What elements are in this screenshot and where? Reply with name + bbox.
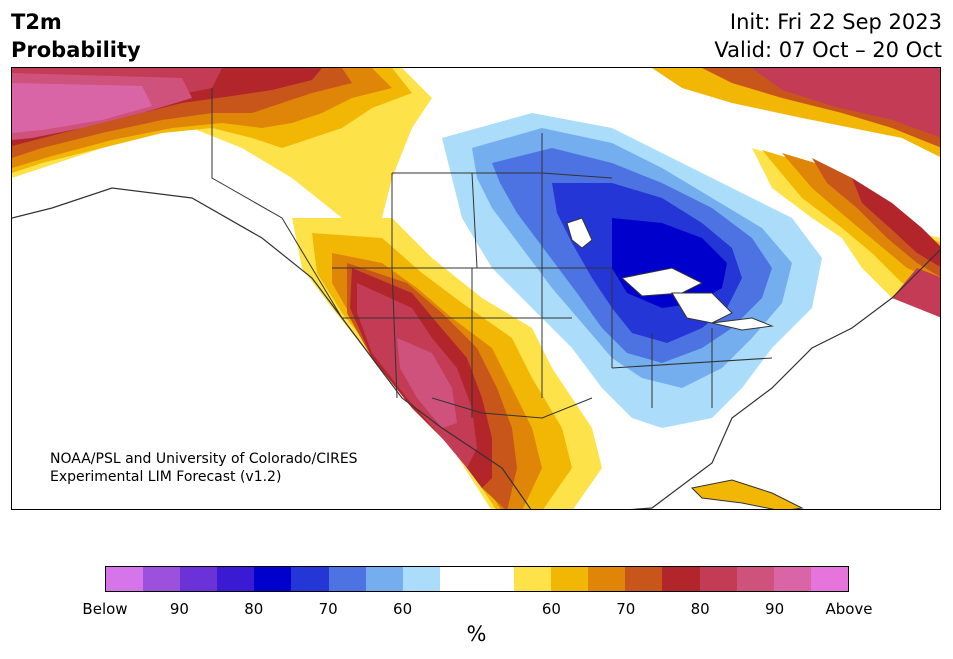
colorbar-tick-label: 80 xyxy=(690,600,710,618)
colorbar-segment xyxy=(476,567,515,591)
colorbar-segment xyxy=(810,567,848,591)
colorbar-tick-label: 90 xyxy=(765,600,785,618)
colorbar-tick-label: Below xyxy=(82,600,128,618)
credit-line-org: NOAA/PSL and University of Colorado/CIRE… xyxy=(50,451,358,467)
colorbar-segment xyxy=(143,567,181,591)
title-line-variable: T2m xyxy=(11,10,62,34)
forecast-map: NOAA/PSL and University of Colorado/CIRE… xyxy=(11,67,941,510)
colorbar-segment xyxy=(736,567,774,591)
map-canvas: NOAA/PSL and University of Colorado/CIRE… xyxy=(12,68,940,509)
above-normal-west xyxy=(292,218,602,509)
valid-range: Valid: 07 Oct – 20 Oct xyxy=(714,38,942,62)
great-lakes xyxy=(566,217,774,331)
forecast-dates: Init: Fri 22 Sep 2023 Valid: 07 Oct – 20… xyxy=(714,8,942,64)
colorbar-unit: % xyxy=(466,622,487,646)
colorbar-segment xyxy=(254,567,292,591)
colorbar-tick-label: 80 xyxy=(244,600,264,618)
colorbar-segment xyxy=(217,567,255,591)
colorbar-segment xyxy=(699,567,737,591)
colorbar-tick-label: 90 xyxy=(169,600,189,618)
colorbar-tick-label: Above xyxy=(825,600,873,618)
colorbar-tick-label: 70 xyxy=(318,600,338,618)
colorbar-tick-label: 70 xyxy=(616,600,636,618)
above-normal-northeast xyxy=(652,68,940,318)
colorbar-segment xyxy=(551,567,589,591)
credit-line-model: Experimental LIM Forecast (v1.2) xyxy=(50,469,282,485)
colorbar-segment xyxy=(514,567,552,591)
init-date: Init: Fri 22 Sep 2023 xyxy=(729,10,942,34)
credit-text: NOAA/PSL and University of Colorado/CIRE… xyxy=(50,450,358,486)
colorbar-segment xyxy=(662,567,700,591)
colorbar-segment xyxy=(365,567,403,591)
colorbar-tick-label: 60 xyxy=(393,600,413,618)
title-line-type: Probability xyxy=(11,38,141,62)
colorbar-segment xyxy=(291,567,329,591)
colorbar-segment xyxy=(180,567,218,591)
political-borders xyxy=(211,88,773,419)
colorbar-segment xyxy=(106,567,144,591)
colorbar-segment xyxy=(402,567,440,591)
colorbar-segment xyxy=(625,567,663,591)
colorbar xyxy=(105,566,849,592)
colorbar-segment xyxy=(328,567,366,591)
colorbar-segment xyxy=(773,567,811,591)
coastlines xyxy=(12,187,940,509)
colorbar-ticks: Below 90 80 70 60 60 70 80 90 Above xyxy=(0,600,953,620)
colorbar-tick-label: 60 xyxy=(541,600,561,618)
cuba-island xyxy=(690,479,804,509)
colorbar-segment xyxy=(588,567,626,591)
colorbar-segment xyxy=(439,567,477,591)
map-title: T2m Probability xyxy=(11,8,141,64)
